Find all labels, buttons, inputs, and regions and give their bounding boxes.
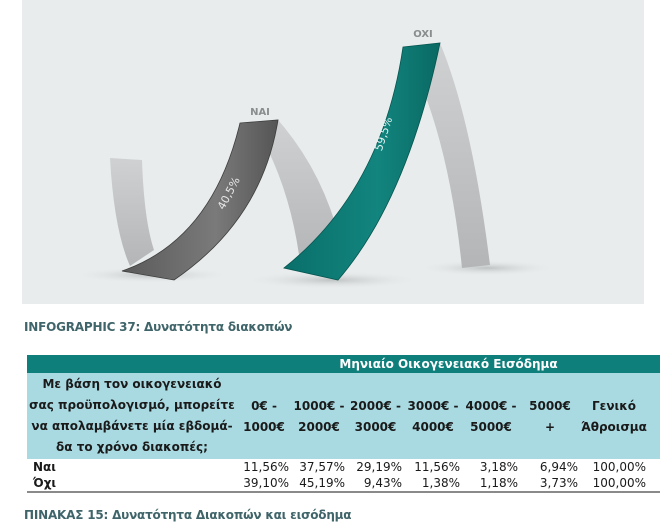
cell: 100,00% — [592, 476, 646, 490]
cell: 11,56% — [414, 460, 460, 474]
back-ribbon-left — [110, 158, 154, 266]
infographic: NAI OXI 40,5% 59,5% — [22, 0, 644, 304]
table-group-header: Μηνιαίο Οικογενειακό Εισόδημα — [27, 355, 660, 373]
cell: 3,73% — [539, 476, 578, 490]
column-header: 1000€ -2000€ — [293, 399, 345, 434]
label-nai: NAI — [250, 107, 270, 118]
cell: 11,56% — [243, 460, 289, 474]
back-ribbon-oxi — [427, 43, 490, 268]
table-column-headers: Με βάση τον οικογενειακό σας προϋπολογισ… — [27, 373, 660, 459]
cell: 6,94% — [539, 460, 578, 474]
cell: 37,57% — [299, 460, 345, 474]
back-ribbon-nai — [268, 120, 340, 262]
cell: 9,43% — [363, 476, 402, 490]
column-header: 0€ -1000€ — [243, 399, 285, 434]
column-header: 3000€ -4000€ — [407, 399, 459, 434]
cell: 45,19% — [299, 476, 345, 490]
cell: 29,19% — [356, 460, 402, 474]
ribbon-chart: NAI OXI 40,5% 59,5% — [72, 29, 557, 289]
ribbon-oxi — [283, 42, 441, 281]
column-header: Γενικό Άθροισμα — [581, 399, 647, 434]
question-line: Με βάση τον οικογενειακό — [42, 377, 222, 391]
group-header-label: Μηνιαίο Οικογενειακό Εισόδημα — [339, 357, 558, 371]
column-header: 5000€ + — [529, 399, 571, 434]
question-line: σας προϋπολογισμό, μπορείτε — [29, 398, 235, 412]
cell: 1,18% — [479, 476, 518, 490]
table-row-yes: Ναι 11,56% 37,57% 29,19% 11,56% 3,18% 6,… — [27, 459, 660, 475]
cell: 3,18% — [479, 460, 518, 474]
column-header: 2000€ -3000€ — [350, 399, 401, 434]
cell: 100,00% — [592, 460, 646, 474]
row-label: Ναι — [33, 460, 56, 474]
row-label: Όχι — [33, 476, 57, 490]
column-header: 4000€ -5000€ — [465, 399, 517, 434]
cell: 39,10% — [243, 476, 289, 490]
income-table: Μηνιαίο Οικογενειακό Εισόδημα Με βάση το… — [27, 355, 660, 493]
cell: 1,38% — [421, 476, 460, 490]
ribbon-nai — [121, 119, 279, 281]
table-row-no: Όχι 39,10% 45,19% 9,43% 1,38% 1,18% 3,73… — [27, 475, 660, 493]
shadow — [417, 260, 557, 276]
shadow — [242, 271, 422, 289]
question-header: Με βάση τον οικογενειακό σας προϋπολογισ… — [27, 373, 237, 459]
table-caption: ΠΙΝΑΚΑΣ 15: Δυνατότητα Διακοπών και εισό… — [24, 508, 352, 522]
infographic-caption: INFOGRAPHIC 37: Δυνατότητα διακοπών — [24, 320, 293, 334]
question-line: να απολαμβάνετε μία εβδομά- — [31, 419, 233, 433]
label-oxi: OXI — [413, 29, 433, 40]
question-line: δα το χρόνο διακοπές; — [56, 440, 208, 454]
